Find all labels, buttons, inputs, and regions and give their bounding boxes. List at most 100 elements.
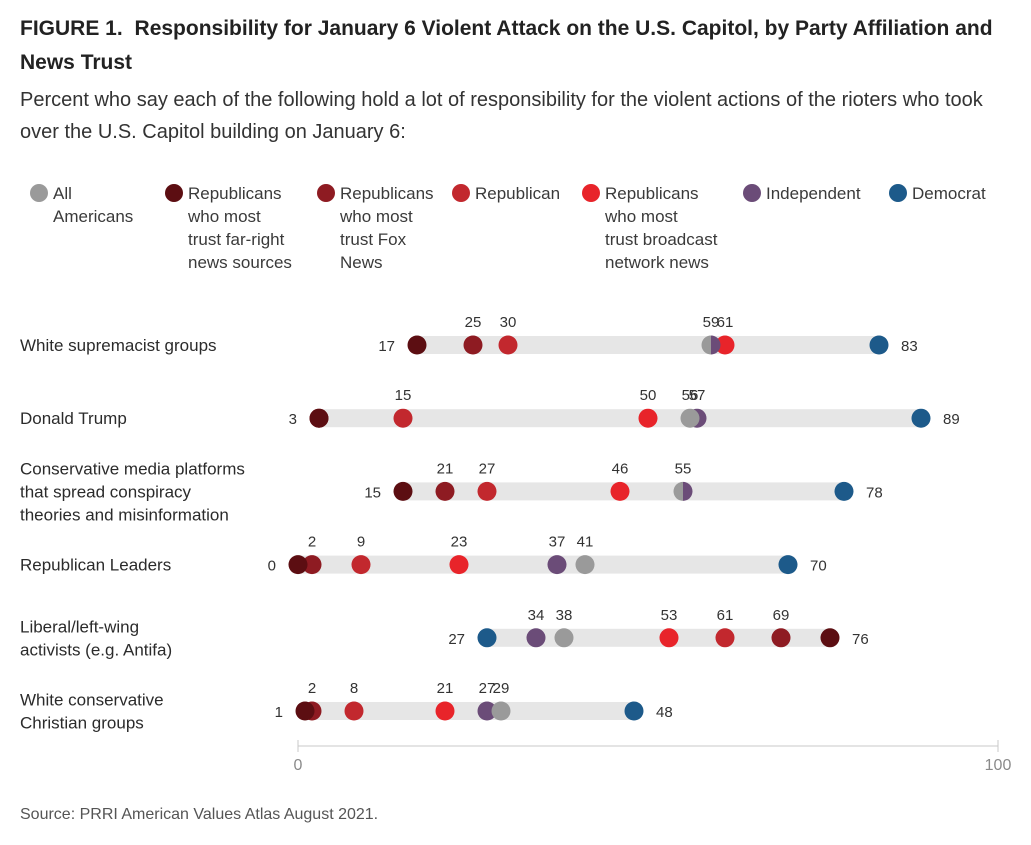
- legend-swatch-democrat: [889, 184, 907, 202]
- row-label: White supremacist groups: [20, 336, 217, 355]
- dot-far_right: [820, 628, 840, 648]
- value-label: 27: [479, 680, 496, 697]
- dot-fox: [463, 335, 483, 355]
- value-label: 61: [717, 607, 734, 624]
- dot-fox: [435, 481, 455, 501]
- value-label: 2: [308, 534, 316, 551]
- value-label: 53: [661, 607, 678, 624]
- dot-broadcast: [610, 481, 630, 501]
- row-label: Liberal/left-wing activists (e.g. Antifa): [20, 617, 172, 659]
- dot-all: [701, 335, 711, 355]
- value-label: 8: [350, 680, 358, 697]
- legend-label-independent: Independent: [766, 184, 861, 203]
- value-label: 3: [289, 411, 297, 428]
- dot-independent: [477, 701, 497, 721]
- dot-republican: [393, 408, 413, 428]
- value-label: 15: [395, 387, 412, 404]
- value-label: 69: [773, 607, 790, 624]
- dot-republican: [477, 481, 497, 501]
- dot-broadcast: [659, 628, 679, 648]
- chart-title: FIGURE 1. Responsibility for January 6 V…: [20, 12, 1020, 80]
- value-label: 1: [275, 704, 283, 721]
- legend-swatch-republican: [452, 184, 470, 202]
- value-label: 17: [378, 338, 395, 355]
- value-label: 78: [866, 484, 883, 501]
- dot-all: [673, 481, 683, 501]
- range-bar: [298, 555, 788, 574]
- value-label: 89: [943, 411, 960, 428]
- dot-all: [491, 701, 511, 721]
- dot-far_right: [288, 555, 308, 575]
- legend-label-far_right: Republicans who most trust far-right news s…: [187, 184, 292, 272]
- value-label: 30: [500, 314, 517, 331]
- legend-label-republican: Republican: [475, 184, 560, 203]
- dot-broadcast: [449, 555, 469, 575]
- row-label: White conservative Christian groups: [20, 691, 164, 733]
- value-label: 57: [689, 387, 706, 404]
- range-bar: [487, 628, 830, 647]
- legend-swatch-independent: [743, 184, 761, 202]
- dot-republican: [344, 701, 364, 721]
- dot-fox: [302, 555, 322, 575]
- dot-broadcast: [435, 701, 455, 721]
- row-label: Conservative media platforms that spread …: [20, 459, 245, 524]
- value-label: 27: [479, 460, 496, 477]
- value-label: 83: [901, 338, 918, 355]
- dot-independent: [711, 335, 721, 355]
- chart-subtitle: Percent who say each of the following ho…: [20, 89, 983, 143]
- value-label: 46: [612, 460, 629, 477]
- legend-label-broadcast: Republicans who most trust broadcast networ…: [604, 184, 718, 272]
- dot-republican: [715, 628, 735, 648]
- legend-swatch-fox: [317, 184, 335, 202]
- source-note: Source: PRRI American Values Atlas Augus…: [20, 806, 379, 823]
- value-label: 2: [308, 680, 316, 697]
- value-label: 25: [465, 314, 482, 331]
- value-label: 41: [577, 534, 594, 551]
- title-text: Responsibility for January 6 Violent Att…: [20, 17, 993, 74]
- dot-all: [575, 555, 595, 575]
- dot-democrat: [869, 335, 889, 355]
- dot-independent: [526, 628, 546, 648]
- dot-democrat: [778, 555, 798, 575]
- value-label: 21: [437, 680, 454, 697]
- dot-republican: [498, 335, 518, 355]
- value-label: 56: [682, 387, 699, 404]
- value-label: 23: [451, 534, 468, 551]
- value-label: 55: [675, 460, 692, 477]
- legend-label-all: All Americans: [53, 184, 133, 226]
- dot-far_right: [295, 701, 315, 721]
- legend-label-democrat: Democrat: [912, 184, 986, 203]
- dot-far_right: [407, 335, 427, 355]
- dot-all: [554, 628, 574, 648]
- x-tick-label: 100: [985, 757, 1012, 774]
- legend-swatch-all: [30, 184, 48, 202]
- dot-fox: [771, 628, 791, 648]
- range-bar: [319, 409, 921, 428]
- row-label: Republican Leaders: [20, 556, 171, 575]
- dot-democrat: [834, 481, 854, 501]
- value-label: 76: [852, 631, 869, 648]
- dot-broadcast: [638, 408, 658, 428]
- range-bar: [305, 702, 634, 720]
- dot-democrat: [911, 408, 931, 428]
- x-tick-label: 0: [294, 757, 303, 774]
- value-label: 9: [357, 534, 365, 551]
- value-label: 61: [717, 314, 734, 331]
- row-label: Donald Trump: [20, 409, 127, 428]
- dot-independent: [683, 481, 693, 501]
- value-label: 27: [448, 631, 465, 648]
- dot-all: [680, 408, 700, 428]
- value-label: 29: [493, 680, 510, 697]
- dot-independent: [547, 555, 567, 575]
- value-label: 21: [437, 460, 454, 477]
- dot-far_right: [309, 408, 329, 428]
- value-label: 50: [640, 387, 657, 404]
- value-label: 38: [556, 607, 573, 624]
- legend-swatch-far_right: [165, 184, 183, 202]
- dot-far_right: [393, 481, 413, 501]
- value-label: 48: [656, 704, 673, 721]
- legend-label-fox: Republicans who most trust Fox News: [339, 184, 434, 272]
- value-label: 0: [268, 558, 276, 575]
- value-label: 15: [364, 484, 381, 501]
